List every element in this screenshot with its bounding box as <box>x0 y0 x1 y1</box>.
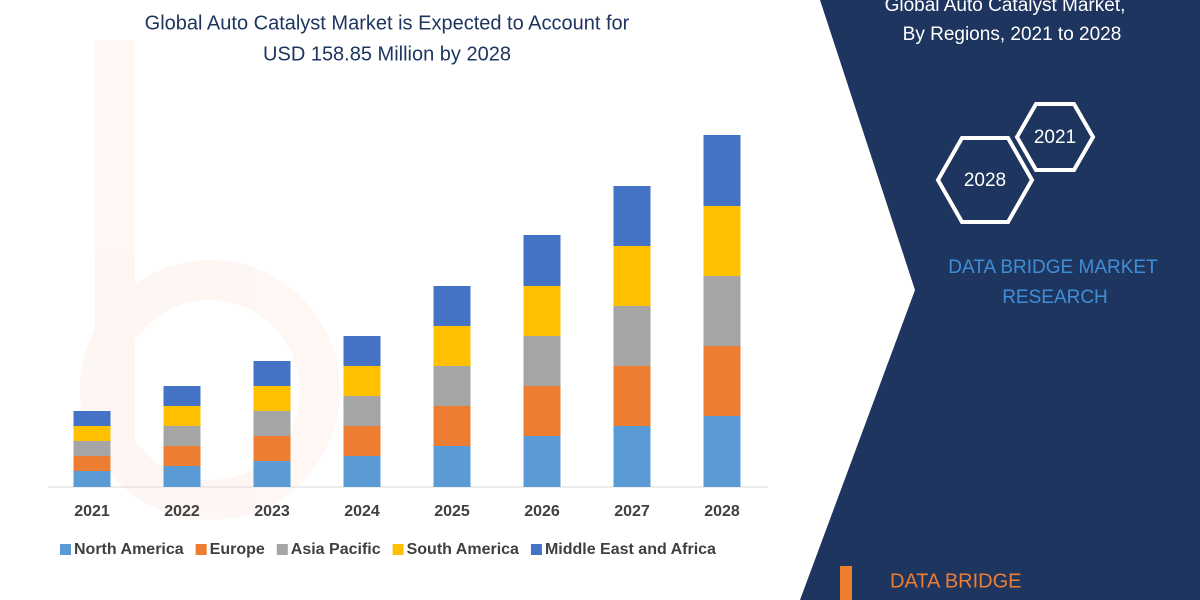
legend-label: Asia Pacific <box>291 541 381 558</box>
x-tick-label: 2022 <box>164 503 200 520</box>
bar-segment <box>253 386 291 411</box>
bar-segment <box>343 426 381 456</box>
bar-segment <box>703 416 741 487</box>
bar-segment <box>253 411 291 436</box>
logo-mark <box>840 566 852 600</box>
legend-label: Middle East and Africa <box>545 541 716 558</box>
watermark <box>80 40 340 520</box>
bar-segment <box>433 406 471 446</box>
bar-segment <box>253 461 291 487</box>
bar-segment <box>703 346 741 416</box>
badge-label: 2021 <box>1034 127 1076 148</box>
legend-label: Europe <box>210 541 265 558</box>
chart-title: USD 158.85 Million by 2028 <box>263 43 511 65</box>
bar-segment <box>73 441 111 456</box>
legend-label: South America <box>407 541 519 558</box>
x-tick-label: 2025 <box>434 503 470 520</box>
bar-segment <box>433 326 471 366</box>
bar-segment <box>433 446 471 487</box>
bar-segment <box>343 456 381 487</box>
bar-segment <box>613 246 651 306</box>
legend-label: North America <box>74 541 184 558</box>
bar-segment <box>433 286 471 326</box>
x-tick-label: 2024 <box>344 503 380 520</box>
side-panel <box>800 0 1200 600</box>
legend-swatch <box>392 544 404 555</box>
brand-text: RESEARCH <box>1002 287 1108 308</box>
badge-hexagon <box>935 136 1035 224</box>
x-tick-label: 2027 <box>614 503 650 520</box>
bar-segment <box>433 366 471 406</box>
x-tick-label: 2028 <box>704 503 740 520</box>
x-tick-label: 2023 <box>254 503 290 520</box>
badge-label: 2028 <box>964 170 1006 191</box>
bar-segment <box>73 456 111 471</box>
bar-segment <box>523 386 561 436</box>
x-tick-label: 2026 <box>524 503 560 520</box>
bar-segment <box>523 336 561 386</box>
bar-segment <box>523 286 561 336</box>
bar-segment <box>523 235 561 286</box>
bar-segment <box>163 406 201 426</box>
legend-swatch <box>60 544 71 555</box>
legend-swatch <box>530 544 542 555</box>
bar-segment <box>253 436 291 461</box>
bar-segment <box>613 186 651 246</box>
chart-title: Global Auto Catalyst Market is Expected … <box>145 12 630 34</box>
bar-segment <box>703 206 741 276</box>
bar-segment <box>343 336 381 366</box>
bar-segment <box>73 471 111 487</box>
x-tick-label: 2021 <box>74 503 110 520</box>
bar-segment <box>703 135 741 206</box>
bar-segment <box>163 426 201 446</box>
badge-hexagon <box>1014 102 1096 172</box>
side-title: Global Auto Catalyst Market, <box>885 0 1126 16</box>
bar-segment <box>343 396 381 426</box>
legend-swatch <box>195 544 207 555</box>
bar-segment <box>73 426 111 441</box>
bar-segment <box>73 411 111 426</box>
bar-segment <box>703 276 741 346</box>
side-title: By Regions, 2021 to 2028 <box>903 24 1122 45</box>
bar-segment <box>163 446 201 466</box>
bar-segment <box>343 366 381 396</box>
bar-segment <box>163 466 201 487</box>
bar-segment <box>523 436 561 487</box>
bar-segment <box>613 426 651 487</box>
bar-segment <box>253 361 291 386</box>
bar-segment <box>613 366 651 426</box>
bar-segment <box>163 386 201 406</box>
brand-text: DATA BRIDGE MARKET <box>948 257 1158 278</box>
legend-swatch <box>276 544 288 555</box>
logo-text: DATA BRIDGE <box>890 570 1022 592</box>
bar-segment <box>613 306 651 366</box>
